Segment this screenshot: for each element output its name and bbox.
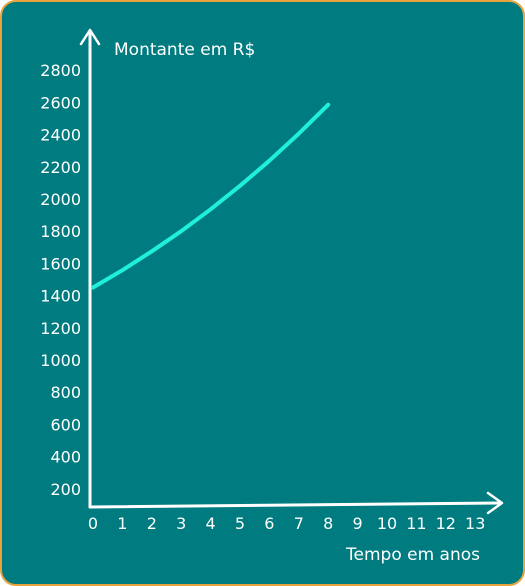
x-tick-labels: 0 1 2 3 4 5 6 7 8 9 10 11 12 13 xyxy=(88,514,485,533)
x-tick-label: 1 xyxy=(117,514,127,533)
y-tick-labels: 200 400 600 800 1000 1200 1400 1600 1800 2000 2200… xyxy=(40,61,81,499)
y-tick-label: 400 xyxy=(50,448,81,467)
x-tick-label: 13 xyxy=(465,514,485,533)
y-tick-label: 2400 xyxy=(40,126,81,145)
x-axis-arrow-icon xyxy=(486,491,504,515)
y-tick-label: 2600 xyxy=(40,93,81,112)
y-tick-label: 1200 xyxy=(40,319,81,338)
x-tick-label: 3 xyxy=(176,514,186,533)
y-tick-label: 1000 xyxy=(40,351,81,370)
axes xyxy=(79,28,504,515)
series-line xyxy=(91,102,331,290)
x-tick-label: 10 xyxy=(377,514,397,533)
y-axis-title: Montante em R$ xyxy=(114,40,255,60)
x-tick-label: 9 xyxy=(353,514,363,533)
y-axis-arrow-icon xyxy=(79,28,101,46)
y-tick-label: 600 xyxy=(50,415,81,434)
y-tick-label: 200 xyxy=(50,480,81,499)
series-group xyxy=(91,102,331,290)
y-tick-label: 2000 xyxy=(40,190,81,209)
y-tick-label: 2800 xyxy=(40,61,81,80)
x-tick-label: 0 xyxy=(88,514,98,533)
x-axis-line xyxy=(88,501,502,509)
x-tick-label: 4 xyxy=(206,514,216,533)
x-tick-label: 12 xyxy=(436,514,456,533)
x-tick-label: 5 xyxy=(235,514,245,533)
x-tick-label: 11 xyxy=(406,514,426,533)
y-tick-label: 1600 xyxy=(40,254,81,273)
y-tick-label: 1800 xyxy=(40,222,81,241)
y-tick-label: 1400 xyxy=(40,287,81,306)
x-axis-title: Tempo em anos xyxy=(345,545,480,565)
x-tick-label: 6 xyxy=(264,514,274,533)
x-tick-label: 7 xyxy=(294,514,304,533)
y-tick-label: 800 xyxy=(50,383,81,402)
x-tick-label: 8 xyxy=(323,514,333,533)
x-tick-label: 2 xyxy=(147,514,157,533)
y-tick-label: 2200 xyxy=(40,158,81,177)
